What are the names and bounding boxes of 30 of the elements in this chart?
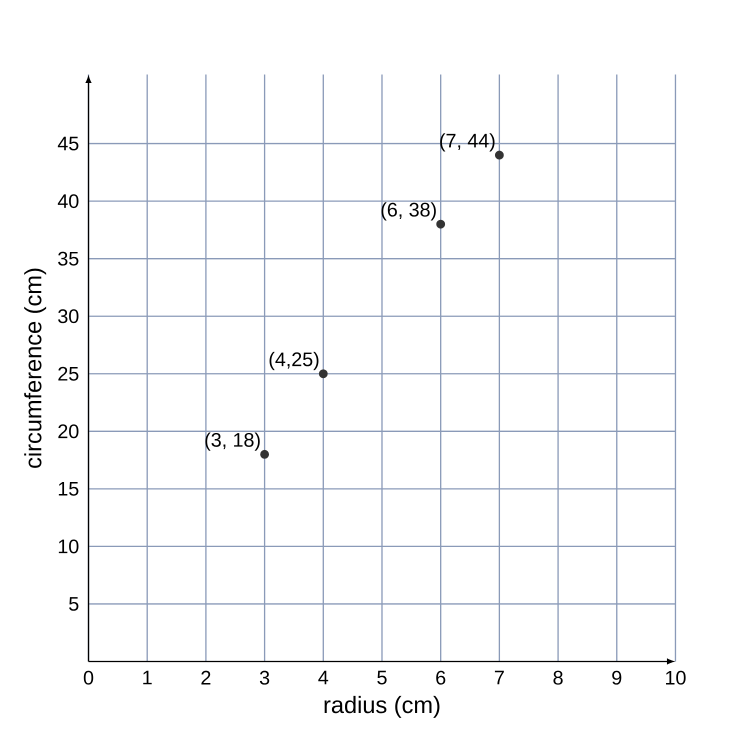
y-tick-label: 25 [58,366,78,381]
point [318,369,328,378]
y-tick-label: 35 [58,252,78,266]
x-tick-label: 9 [612,670,622,685]
y-tick-label: 45 [58,136,78,150]
x-axis-title: radius (cm) [324,696,440,718]
annotation: (3, 18) [205,432,260,451]
x-tick-label: 6 [436,670,446,685]
y-tick-label: 30 [58,309,78,324]
point [260,450,270,459]
x-tick-label: 1 [143,670,152,684]
x-tick-label: 4 [318,670,328,684]
y-tick-label: 10 [58,539,78,554]
annotation: (4,25) [270,352,318,370]
point [494,150,504,160]
x-tick-label: 8 [553,670,563,685]
y-tick-label: 5 [69,597,78,611]
point [436,220,446,229]
x-tick-label: 5 [377,670,387,684]
x-tick-label: 10 [666,670,686,685]
x-tick-label: 3 [260,670,270,685]
annotation: (7, 44) [440,133,495,152]
x-tick-label: 7 [494,670,504,684]
y-tick-label: 40 [58,194,78,208]
annotation: (6, 38) [382,202,436,221]
y-tick-label: 15 [58,482,78,496]
y-axis-title: circumference (cm) [24,268,46,468]
x-tick-label: 0 [84,670,94,685]
x-tick-label: 2 [201,670,210,684]
y-tick-label: 20 [58,424,78,438]
